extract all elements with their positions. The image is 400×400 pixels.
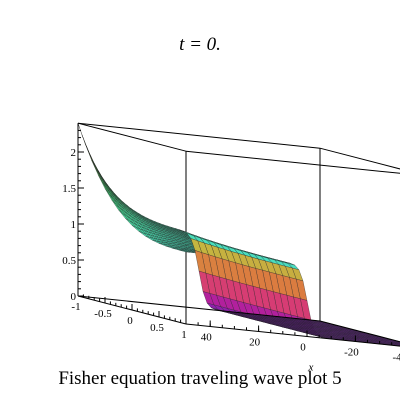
z-tick-label: 0.5 bbox=[62, 255, 76, 267]
axes: 0 0.5 1 1.5 2 -1 -0.5 0 0.5 1 40 20 0 -20 -40 x bbox=[62, 129, 400, 374]
y-tick-label: -0.5 bbox=[94, 308, 112, 320]
z-tick-label: 1 bbox=[71, 219, 77, 231]
chart-title: t = 0. bbox=[179, 34, 221, 55]
z-tick-label: 1.5 bbox=[62, 183, 76, 195]
x-tick-label: -20 bbox=[344, 347, 359, 359]
box-edge bbox=[77, 295, 321, 322]
x-tick-label: 20 bbox=[249, 337, 261, 349]
box-edge bbox=[77, 122, 321, 149]
box-edge bbox=[319, 147, 400, 170]
x-tick-label: 40 bbox=[201, 332, 213, 344]
y-tick-label: -1 bbox=[71, 301, 80, 313]
x-tick-label: 0 bbox=[300, 342, 306, 354]
y-tick-label: 1 bbox=[181, 329, 187, 341]
surface-mesh bbox=[77, 123, 400, 347]
y-tick-label: 0.5 bbox=[150, 322, 164, 334]
figure-caption: Fisher equation traveling wave plot 5 bbox=[58, 368, 342, 389]
x-axis-label: x bbox=[308, 362, 314, 374]
box-edge bbox=[319, 320, 400, 343]
x-tick-label: -40 bbox=[392, 352, 400, 364]
box-edge bbox=[185, 150, 400, 174]
z-tick-label: 0 bbox=[71, 291, 77, 303]
z-tick-label: 2 bbox=[71, 147, 77, 159]
y-tick-label: 0 bbox=[127, 315, 133, 327]
box-edge bbox=[77, 122, 187, 152]
